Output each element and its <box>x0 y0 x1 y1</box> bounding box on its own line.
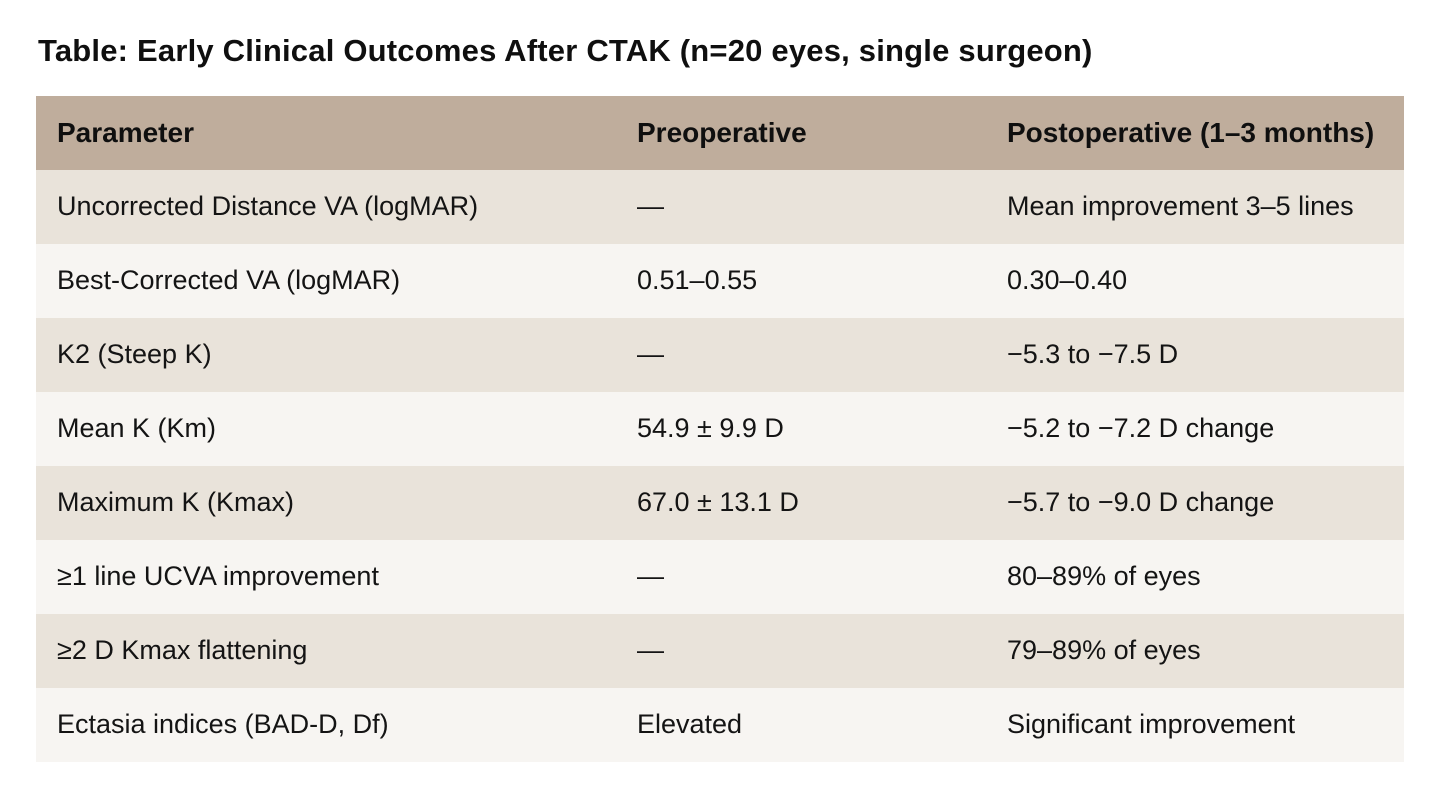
cell-postoperative: 80–89% of eyes <box>986 540 1404 614</box>
cell-postoperative: Mean improvement 3–5 lines <box>986 170 1404 244</box>
table-header-row: Parameter Preoperative Postoperative (1–… <box>36 96 1404 170</box>
table-row: Ectasia indices (BAD-D, Df) Elevated Sig… <box>36 688 1404 762</box>
cell-postoperative: Significant improvement <box>986 688 1404 762</box>
cell-preoperative: — <box>616 614 986 688</box>
cell-parameter: Maximum K (Kmax) <box>36 466 616 540</box>
cell-postoperative: −5.7 to −9.0 D change <box>986 466 1404 540</box>
cell-preoperative: 0.51–0.55 <box>616 244 986 318</box>
outcomes-table: Parameter Preoperative Postoperative (1–… <box>36 96 1404 762</box>
cell-preoperative: 67.0 ± 13.1 D <box>616 466 986 540</box>
page-title: Table: Early Clinical Outcomes After CTA… <box>38 33 1093 68</box>
table-row: ≥1 line UCVA improvement — 80–89% of eye… <box>36 540 1404 614</box>
cell-preoperative: Elevated <box>616 688 986 762</box>
column-header-parameter: Parameter <box>36 96 616 170</box>
column-header-postoperative: Postoperative (1–3 months) <box>986 96 1404 170</box>
cell-preoperative: 54.9 ± 9.9 D <box>616 392 986 466</box>
cell-parameter: Mean K (Km) <box>36 392 616 466</box>
cell-parameter: Best-Corrected VA (logMAR) <box>36 244 616 318</box>
table-row: Uncorrected Distance VA (logMAR) — Mean … <box>36 170 1404 244</box>
table-row: Maximum K (Kmax) 67.0 ± 13.1 D −5.7 to −… <box>36 466 1404 540</box>
cell-preoperative: — <box>616 540 986 614</box>
cell-parameter: Ectasia indices (BAD-D, Df) <box>36 688 616 762</box>
cell-postoperative: 0.30–0.40 <box>986 244 1404 318</box>
cell-preoperative: — <box>616 318 986 392</box>
cell-preoperative: — <box>616 170 986 244</box>
cell-parameter: ≥1 line UCVA improvement <box>36 540 616 614</box>
table-row: ≥2 D Kmax flattening — 79–89% of eyes <box>36 614 1404 688</box>
cell-parameter: ≥2 D Kmax flattening <box>36 614 616 688</box>
cell-parameter: K2 (Steep K) <box>36 318 616 392</box>
table-row: Best-Corrected VA (logMAR) 0.51–0.55 0.3… <box>36 244 1404 318</box>
table-row: Mean K (Km) 54.9 ± 9.9 D −5.2 to −7.2 D … <box>36 392 1404 466</box>
cell-parameter: Uncorrected Distance VA (logMAR) <box>36 170 616 244</box>
cell-postoperative: 79–89% of eyes <box>986 614 1404 688</box>
column-header-preoperative: Preoperative <box>616 96 986 170</box>
cell-postoperative: −5.3 to −7.5 D <box>986 318 1404 392</box>
cell-postoperative: −5.2 to −7.2 D change <box>986 392 1404 466</box>
table-row: K2 (Steep K) — −5.3 to −7.5 D <box>36 318 1404 392</box>
